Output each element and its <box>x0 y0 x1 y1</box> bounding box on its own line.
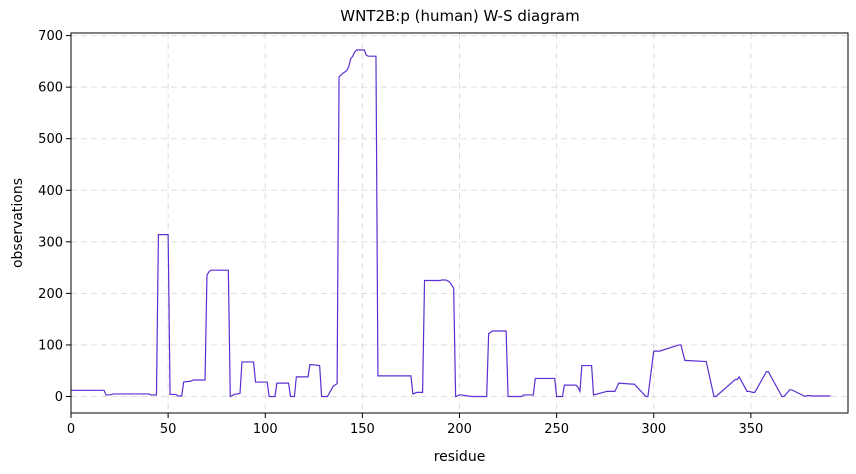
y-tick-label: 300 <box>38 235 63 250</box>
grid-lines <box>71 33 848 413</box>
y-tick-label: 400 <box>38 184 63 199</box>
observations-line <box>71 49 831 398</box>
y-tick-label: 500 <box>38 132 63 147</box>
x-tick-label: 150 <box>350 422 375 437</box>
x-tick-label: 50 <box>160 422 177 437</box>
y-tick-label: 700 <box>38 29 63 44</box>
x-axis-label: residue <box>434 449 486 465</box>
y-axis-ticks: 0 100 200 300 400 500 600 700 <box>38 29 71 405</box>
x-axis-ticks: 0 50 100 150 200 250 300 350 <box>67 413 763 437</box>
x-tick-label: 300 <box>641 422 666 437</box>
chart-title: WNT2B:p (human) W-S diagram <box>340 7 580 25</box>
y-tick-label: 0 <box>55 390 63 405</box>
y-tick-label: 600 <box>38 81 63 96</box>
y-tick-label: 100 <box>38 338 63 353</box>
x-tick-label: 350 <box>738 422 763 437</box>
x-tick-label: 250 <box>544 422 569 437</box>
x-tick-label: 100 <box>253 422 278 437</box>
plot-frame <box>70 32 849 414</box>
x-tick-label: 0 <box>67 422 75 437</box>
x-tick-label: 200 <box>447 422 472 437</box>
y-axis-label: observations <box>10 178 26 268</box>
y-tick-label: 200 <box>38 287 63 302</box>
